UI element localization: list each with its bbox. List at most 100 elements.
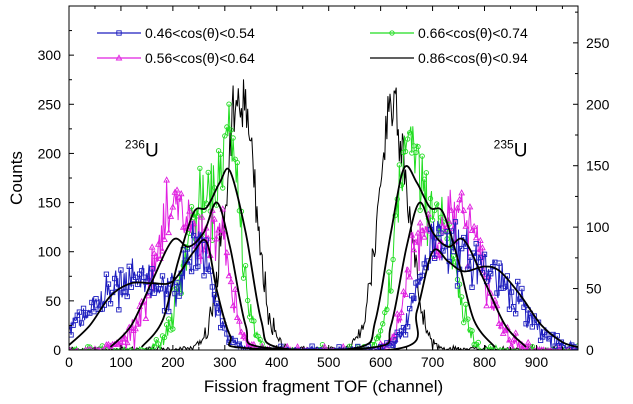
data-point — [195, 213, 201, 219]
legend-label: 0.86<cos(θ)<0.94 — [418, 50, 528, 66]
data-point — [402, 148, 409, 155]
data-point — [475, 339, 481, 346]
data-point — [118, 267, 124, 273]
series-layer — [69, 79, 578, 350]
data-point — [80, 305, 87, 312]
data-point — [422, 226, 430, 233]
data-point — [167, 212, 175, 219]
data-point — [223, 248, 231, 256]
data-point — [439, 222, 447, 229]
annotations: 236U 235U — [125, 138, 528, 162]
data-point — [456, 195, 463, 203]
data-point — [465, 316, 471, 322]
data-point — [238, 328, 245, 335]
data-point — [508, 342, 515, 349]
data-point — [386, 269, 392, 275]
data-point — [173, 186, 181, 193]
y2-tick-label: 50 — [586, 281, 602, 297]
data-point — [233, 313, 241, 320]
data-point — [134, 320, 141, 327]
data-point — [546, 336, 552, 342]
isotope-label: 235U — [494, 138, 528, 162]
data-point — [404, 266, 411, 273]
data-point — [93, 296, 99, 302]
data-point — [234, 159, 240, 166]
legend-item: 0.56<cos(θ)<0.64 — [97, 50, 255, 66]
data-point — [163, 322, 170, 328]
data-point — [510, 304, 517, 310]
data-point — [236, 341, 243, 347]
data-point — [201, 273, 207, 279]
data-point — [195, 263, 201, 270]
data-point — [390, 256, 396, 263]
data-point — [512, 329, 520, 336]
series-line — [69, 220, 578, 350]
data-point — [122, 288, 128, 295]
data-point — [438, 214, 444, 220]
data-point — [402, 290, 409, 297]
data-point — [459, 294, 465, 300]
data-point — [474, 248, 482, 255]
data-point — [402, 332, 409, 338]
data-point — [423, 170, 429, 176]
data-point — [157, 286, 164, 292]
data-point — [169, 203, 177, 210]
data-point — [529, 324, 535, 330]
data-point — [415, 279, 421, 285]
data-point — [161, 235, 168, 242]
data-point — [488, 343, 494, 350]
data-point — [461, 320, 467, 326]
data-point — [257, 336, 263, 343]
data-point — [224, 124, 230, 130]
data-point — [116, 30, 122, 36]
data-point — [227, 277, 235, 285]
data-point — [132, 274, 139, 280]
data-point — [375, 333, 382, 339]
data-point — [159, 273, 166, 279]
data-point — [115, 54, 123, 61]
data-point — [452, 219, 459, 225]
data-point — [454, 283, 461, 289]
data-point — [390, 342, 396, 348]
data-point — [126, 263, 132, 270]
data-point — [154, 240, 162, 247]
x-tick-label: 800 — [473, 354, 497, 370]
data-point — [130, 326, 137, 334]
data-point — [513, 311, 519, 317]
data-point — [462, 222, 470, 229]
data-point — [377, 328, 384, 334]
y2-tick-label: 0 — [586, 342, 594, 358]
data-point — [211, 291, 218, 298]
data-point — [412, 238, 420, 245]
data-point — [159, 247, 166, 254]
data-point — [497, 322, 505, 329]
data-point — [249, 317, 255, 324]
fit-curve-2 — [141, 165, 496, 350]
data-point — [161, 334, 168, 340]
data-point — [416, 219, 424, 226]
legend-label: 0.56<cos(θ)<0.64 — [145, 50, 255, 66]
data-point — [115, 340, 123, 347]
data-point — [502, 283, 508, 290]
data-point — [78, 320, 85, 326]
isotope-mass: 235 — [494, 138, 514, 152]
data-point — [87, 344, 93, 350]
x-tick-label: 0 — [65, 354, 73, 370]
data-point — [417, 207, 423, 213]
data-point — [116, 307, 122, 313]
data-point — [427, 195, 434, 202]
data-point — [400, 287, 407, 295]
data-point — [153, 337, 159, 343]
data-point — [226, 101, 232, 107]
data-point — [213, 235, 220, 242]
data-point — [103, 271, 110, 277]
data-point — [148, 243, 156, 250]
data-point — [152, 252, 160, 259]
data-point — [176, 293, 182, 299]
data-point — [170, 326, 176, 332]
data-point — [89, 299, 95, 306]
y-tick-label: 50 — [45, 293, 61, 309]
data-point — [205, 169, 211, 175]
y2-tick-label: 150 — [586, 158, 610, 174]
data-point — [398, 308, 405, 315]
